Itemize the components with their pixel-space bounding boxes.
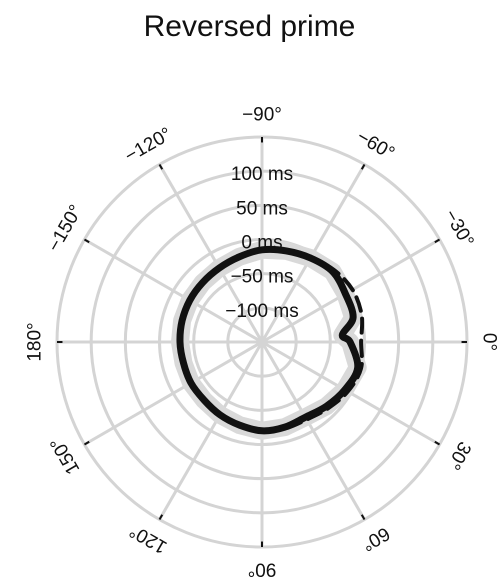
angular-tick-mark (158, 163, 164, 170)
angular-tick-mark (434, 238, 441, 244)
angular-tick-mark (83, 440, 90, 446)
radial-tick-label: 100 ms (231, 164, 293, 185)
grid-spoke (83, 238, 263, 344)
angular-tick-label: 30° (442, 438, 475, 473)
radial-tick-label: −100 ms (225, 301, 298, 322)
angular-tick-mark (360, 163, 366, 170)
grid-spoke (83, 340, 263, 446)
angular-tick-mark (360, 514, 366, 521)
radial-tick-labels: −100 ms −50 ms 0 ms 50 ms 100 ms (225, 164, 298, 322)
angular-tick-label: 150° (46, 433, 84, 478)
angular-tick-mark (434, 440, 441, 446)
angular-tick-label: 90° (248, 559, 277, 580)
series-line-solid (176, 245, 362, 435)
angular-tick-label: 0° (479, 333, 499, 351)
grid-spoke (260, 341, 366, 521)
angular-tick-mark (83, 238, 90, 244)
data-lines (176, 245, 365, 435)
radial-tick-label: −50 ms (231, 267, 294, 288)
radial-tick-label: 0 ms (241, 233, 282, 254)
angular-tick-label: −30° (440, 206, 478, 251)
grid-spoke (158, 163, 264, 343)
grid-spoke (158, 341, 264, 521)
angular-tick-label: −60° (353, 126, 398, 164)
angular-tick-label: 180° (25, 322, 46, 361)
angular-tick-label: −90° (242, 105, 282, 126)
angular-tick-label: 120° (126, 520, 171, 558)
angular-tick-label: 60° (358, 522, 393, 555)
radial-tick-label: 50 ms (236, 198, 288, 219)
chart-title: Reversed prime (143, 10, 356, 43)
angular-tick-mark (158, 514, 164, 521)
